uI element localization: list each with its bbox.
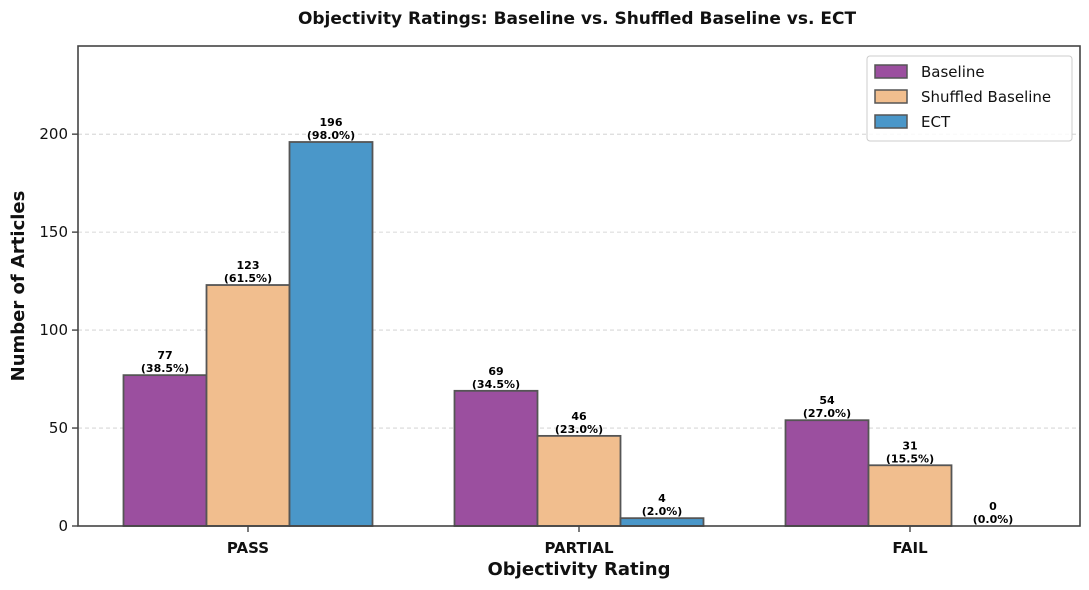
bar [619, 517, 705, 527]
bar [867, 464, 953, 527]
data-label-percent: (38.5%) [141, 362, 189, 375]
data-label-value: 196 [320, 116, 343, 129]
x-tick-label: PARTIAL [544, 539, 614, 557]
data-labels-layer: 77(38.5%) 123(61.5%) 196(98.0%) 69(34.5%) 46… [141, 116, 1013, 526]
data-label-percent: (0.0%) [973, 513, 1014, 526]
bar [122, 374, 208, 527]
data-label-percent: (23.0%) [555, 423, 603, 436]
bar [784, 419, 870, 527]
y-axis: 0 50 100 150 200 [39, 125, 78, 535]
x-tick-label: PASS [227, 539, 269, 557]
y-tick-label: 150 [39, 223, 68, 241]
x-axis: PASS PARTIAL FAIL [227, 526, 928, 557]
y-tick-label: 200 [39, 125, 68, 143]
x-tick-label: FAIL [892, 539, 928, 557]
data-label-value: 0 [989, 500, 997, 513]
data-label-percent: (34.5%) [472, 378, 520, 391]
legend-label: Baseline [921, 63, 985, 81]
bar [536, 434, 622, 527]
legend-swatch [874, 114, 908, 129]
bar [205, 284, 291, 527]
legend-label: ECT [921, 113, 951, 131]
data-label-value: 69 [488, 365, 503, 378]
bar [288, 141, 374, 527]
data-label-percent: (15.5%) [886, 452, 934, 465]
legend: Baseline Shuffled Baseline ECT [866, 55, 1073, 142]
data-label-value: 31 [902, 439, 917, 452]
data-label-value: 123 [237, 259, 260, 272]
data-label-percent: (27.0%) [803, 407, 851, 420]
y-tick-label: 50 [49, 419, 68, 437]
bars-layer [122, 141, 953, 527]
data-label-value: 77 [157, 349, 172, 362]
data-label-value: 4 [658, 492, 666, 505]
bar [453, 389, 539, 527]
legend-label: Shuffled Baseline [921, 88, 1051, 106]
data-label-percent: (61.5%) [224, 272, 272, 285]
legend-swatch [874, 89, 908, 104]
x-axis-label: Objectivity Rating [488, 559, 671, 580]
data-label-percent: (98.0%) [307, 129, 355, 142]
chart-title: Objectivity Ratings: Baseline vs. Shuffl… [298, 9, 857, 29]
data-label-value: 54 [819, 394, 835, 407]
y-axis-label: Number of Articles [8, 191, 29, 382]
y-tick-label: 0 [58, 517, 68, 535]
legend-swatch [874, 64, 908, 79]
data-label-value: 46 [571, 410, 587, 423]
y-tick-label: 100 [39, 321, 68, 339]
legend-box [866, 55, 1073, 142]
data-label-percent: (2.0%) [642, 505, 683, 518]
